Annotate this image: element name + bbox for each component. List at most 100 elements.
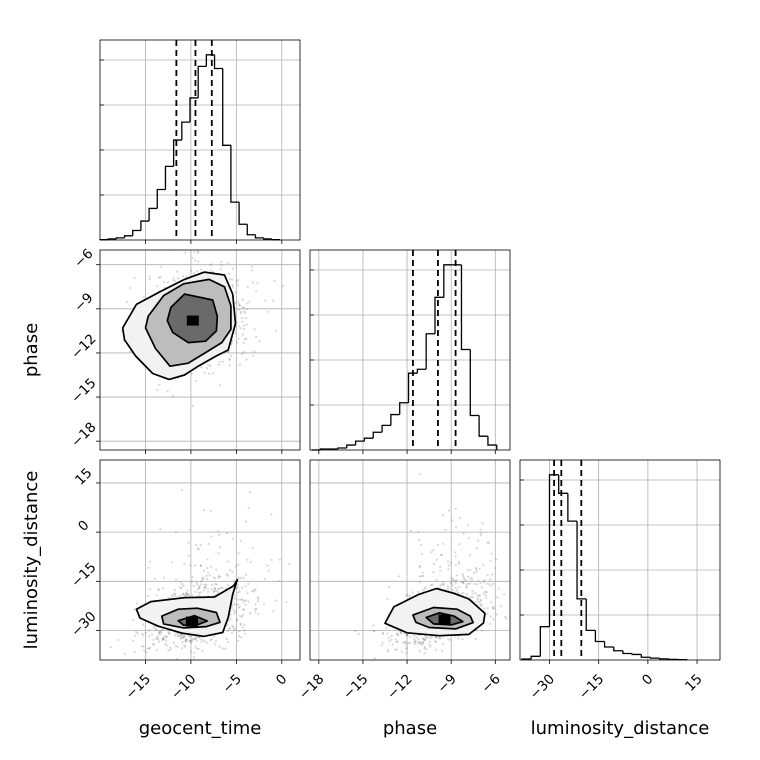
sample-point [414, 640, 417, 643]
sample-point [256, 600, 260, 603]
sample-point [109, 646, 112, 649]
sample-point [451, 588, 454, 592]
sample-point [237, 552, 240, 555]
sample-point [120, 330, 123, 333]
sample-point [400, 632, 403, 635]
sample-point [479, 598, 482, 601]
sample-point [208, 372, 211, 375]
sample-point [155, 594, 158, 597]
sample-point [132, 618, 135, 621]
sample-point [254, 610, 257, 613]
sample-point [174, 594, 177, 598]
sample-point [164, 635, 167, 638]
sample-point [209, 639, 212, 642]
sample-point [200, 638, 203, 641]
sample-point [235, 587, 238, 590]
sample-point [254, 588, 257, 591]
sample-point [244, 316, 248, 320]
sample-point [500, 605, 503, 608]
sample-point [203, 569, 206, 572]
sample-point [475, 583, 479, 586]
sample-point [193, 259, 197, 262]
sample-point [141, 632, 144, 636]
sample-point [228, 358, 231, 361]
histogram-bin [416, 368, 427, 374]
sample-point [405, 651, 408, 655]
sample-point [494, 567, 497, 570]
sample-point [209, 565, 213, 568]
sample-point [175, 658, 178, 660]
sample-point [185, 592, 188, 595]
sample-point [465, 593, 468, 596]
sample-point [173, 592, 176, 595]
sample-point [229, 617, 232, 620]
sample-point [191, 594, 194, 597]
sample-point [217, 363, 220, 366]
sample-point [236, 284, 239, 287]
sample-point [441, 554, 444, 557]
contour-line-level-3 [121, 271, 237, 381]
sample-point [197, 548, 200, 551]
sample-point [247, 507, 250, 510]
sample-point [424, 587, 427, 590]
sample-point [455, 589, 459, 592]
sample-point [142, 623, 145, 626]
sample-point [212, 590, 215, 593]
sample-point [195, 635, 198, 639]
sample-point [454, 586, 457, 590]
sample-point [195, 583, 198, 586]
sample-point [234, 610, 237, 613]
sample-point [233, 612, 236, 615]
sample-point [233, 603, 236, 606]
sample-point [432, 562, 435, 565]
sample-point [485, 596, 488, 599]
sample-point [212, 576, 215, 579]
sample-point [236, 583, 239, 587]
sample-point [418, 566, 421, 569]
sample-point [449, 561, 452, 564]
sample-point [413, 641, 416, 644]
sample-point [198, 586, 201, 589]
sample-point [209, 264, 212, 267]
sample-point [205, 583, 208, 586]
sample-point [232, 629, 235, 632]
sample-point [446, 585, 450, 588]
histogram-bin [613, 647, 623, 652]
sample-point [185, 592, 188, 595]
sample-point [449, 638, 452, 642]
sample-point [236, 591, 240, 594]
histogram-bin [539, 626, 550, 657]
sample-point [444, 528, 447, 532]
sample-point [202, 589, 205, 592]
sample-point [429, 637, 432, 640]
sample-point [395, 648, 398, 651]
sample-point [394, 638, 397, 641]
sample-point [191, 256, 194, 260]
sample-point [167, 649, 170, 652]
sample-point [162, 576, 165, 579]
sample-point [240, 636, 243, 639]
sample-point [199, 564, 202, 568]
sample-point [466, 524, 469, 527]
sample-point [229, 278, 232, 281]
histogram-bin [189, 97, 199, 123]
sample-point [474, 591, 477, 595]
sample-point [213, 590, 216, 593]
sample-point [396, 640, 399, 643]
sample-point [215, 583, 218, 586]
sample-point [240, 615, 243, 618]
sample-point [409, 635, 412, 638]
sample-point [200, 268, 203, 271]
sample-point [456, 591, 459, 594]
sample-point [158, 276, 161, 279]
sample-point [155, 637, 158, 640]
sample-point [249, 611, 252, 615]
contour-line-level-3 [135, 578, 239, 638]
sample-point [425, 636, 428, 639]
sample-point [423, 652, 426, 655]
sample-point [247, 582, 250, 586]
sample-point [447, 564, 450, 567]
sample-point [393, 648, 396, 651]
sample-point [156, 285, 159, 288]
sample-point [437, 637, 440, 640]
